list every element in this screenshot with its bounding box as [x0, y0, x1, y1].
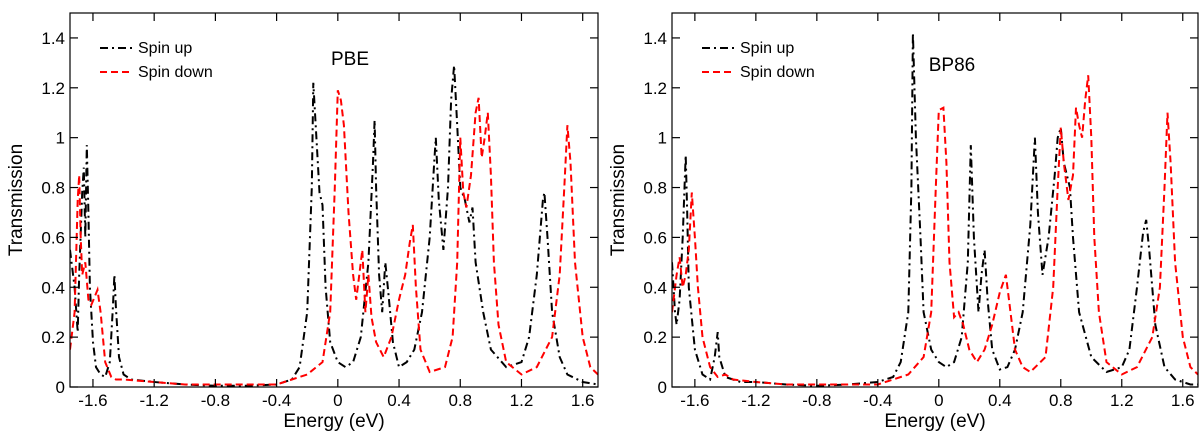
x-axis-label: Energy (eV) — [884, 411, 985, 432]
y-tick-label: 1.4 — [41, 29, 65, 48]
y-tick-label: 0.8 — [41, 179, 65, 198]
x-tick-label: 1.6 — [1171, 391, 1195, 410]
legend-label: Spin up — [740, 40, 794, 57]
y-axis-label: Transmission — [6, 144, 27, 256]
x-tick-label: 0.4 — [387, 391, 411, 410]
y-tick-label: 1 — [56, 129, 65, 148]
x-tick-label: 0.4 — [988, 391, 1012, 410]
x-tick-label: 0.8 — [448, 391, 472, 410]
plot-frame — [671, 12, 1199, 388]
x-tick-label: -1.2 — [741, 391, 770, 410]
y-tick-label: 0 — [56, 378, 65, 397]
series-line-spin-down — [672, 75, 1198, 386]
chart-title: PBE — [331, 49, 369, 70]
x-tick-label: -1.6 — [680, 391, 709, 410]
legend-label: Spin down — [138, 64, 213, 81]
series-line-spin-down — [70, 90, 598, 386]
x-tick-label: -1.6 — [78, 391, 107, 410]
y-tick-label: 0.4 — [41, 278, 65, 297]
y-tick-label: 0.8 — [643, 179, 667, 198]
y-tick-label: 0.6 — [643, 228, 667, 247]
x-axis-label: Energy (eV) — [283, 411, 384, 432]
y-tick-label: 1.4 — [643, 29, 667, 48]
x-tick-label: 1.2 — [1110, 391, 1134, 410]
y-tick-label: 1 — [658, 129, 667, 148]
x-tick-label: -0.8 — [201, 391, 230, 410]
x-tick-label: -1.2 — [140, 391, 169, 410]
y-axis-label: Transmission — [608, 144, 629, 256]
y-tick-label: 0.2 — [643, 328, 667, 347]
x-tick-label: -0.4 — [262, 391, 291, 410]
panel-pbe: -1.6 -1.2 -0.8 -0.4 0 0.4 0.8 1.2 1.6 0 0.2 0.4 0.6 0… — [6, 12, 599, 432]
y-tick-label: 0.6 — [41, 228, 65, 247]
y-tick-label: 0.2 — [41, 328, 65, 347]
legend-label: Spin down — [740, 64, 815, 81]
x-tick-label: 1.2 — [510, 391, 534, 410]
series-line-spin-up — [672, 32, 1198, 387]
plot-frame — [69, 12, 599, 388]
series-line-spin-up — [70, 65, 598, 387]
x-tick-label: 1.6 — [571, 391, 595, 410]
x-tick-label: 0 — [934, 391, 943, 410]
y-tick-label: 0 — [658, 378, 667, 397]
y-tick-label: 0.4 — [643, 278, 667, 297]
x-tick-label: -0.8 — [802, 391, 831, 410]
chart-title: BP86 — [929, 55, 975, 76]
x-tick-label: 0 — [333, 391, 342, 410]
y-tick-label: 1.2 — [643, 79, 667, 98]
y-tick-label: 1.2 — [41, 79, 65, 98]
x-tick-label: -0.4 — [863, 391, 892, 410]
panel-bp86: -1.6 -1.2 -0.8 -0.4 0 0.4 0.8 1.2 1.6 0 0.2 0.4 0.6 0… — [608, 12, 1199, 432]
x-tick-label: 0.8 — [1049, 391, 1073, 410]
legend-label: Spin up — [138, 40, 192, 57]
